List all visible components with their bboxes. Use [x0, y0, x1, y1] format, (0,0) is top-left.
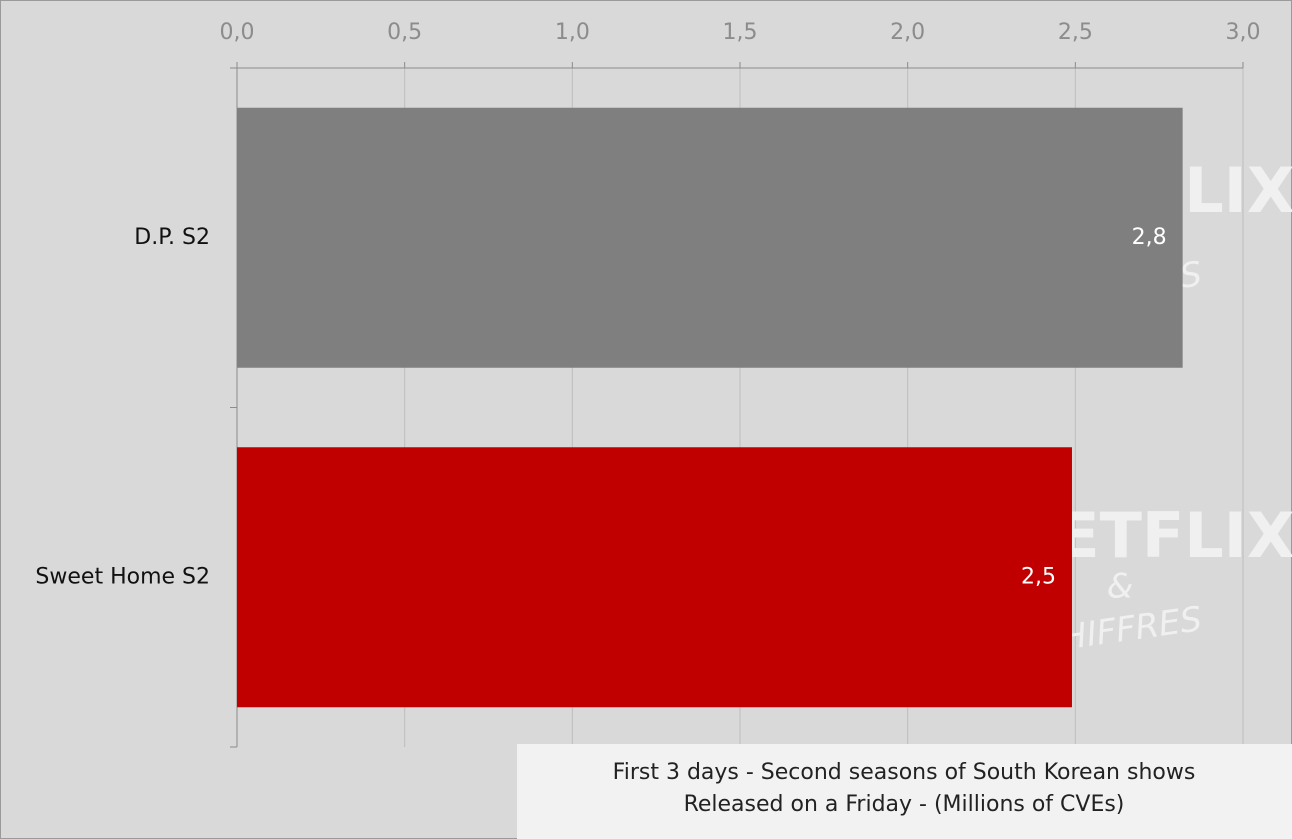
caption-box	[517, 744, 1292, 839]
x-tick-label: 2,5	[1058, 20, 1093, 45]
x-tick-label: 1,0	[555, 20, 590, 45]
caption-line: First 3 days - Second seasons of South K…	[613, 760, 1196, 785]
caption-line: Released on a Friday - (Millions of CVEs…	[684, 792, 1125, 817]
value-label: 2,5	[1021, 564, 1056, 589]
x-tick-label: 1,5	[723, 20, 758, 45]
x-tick-label: 0,5	[387, 20, 422, 45]
category-label: Sweet Home S2	[35, 564, 210, 589]
watermark-text: &	[1107, 567, 1134, 607]
bar	[237, 107, 1183, 368]
bar	[237, 447, 1072, 708]
category-label: D.P. S2	[134, 225, 210, 250]
bars: 2,8 2,5	[237, 107, 1183, 708]
x-tick-label: 2,0	[890, 20, 925, 45]
value-label: 2,8	[1132, 225, 1167, 250]
x-tick-label: 0,0	[220, 20, 255, 45]
x-tick-label: 3,0	[1226, 20, 1261, 45]
